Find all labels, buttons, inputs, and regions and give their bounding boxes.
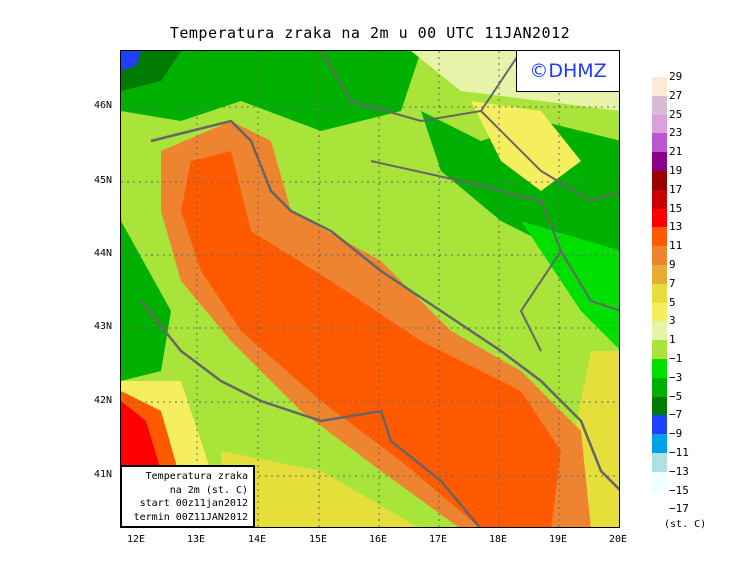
legend-label: −13 [669, 464, 689, 478]
legend-label: 1 [669, 333, 676, 347]
lon-label: 16E [368, 534, 388, 545]
legend-color-bin [652, 340, 667, 360]
legend-color-bin [652, 377, 667, 397]
legend-label: −5 [669, 389, 683, 403]
legend-label: −17 [669, 502, 689, 516]
lon-label: 17E [428, 534, 448, 545]
lat-label: 46N [94, 100, 113, 111]
legend-color-bin [652, 152, 667, 172]
lon-label: 19E [548, 534, 568, 545]
legend-color-bin [652, 265, 667, 284]
legend-label: −11 [669, 446, 689, 459]
legend-color-bin [652, 133, 667, 153]
info-line: Temperatura zraka [145, 471, 248, 482]
legend-label: 19 [669, 164, 683, 177]
lon-label: 13E [186, 534, 206, 545]
legend-label: 15 [669, 201, 683, 215]
legend-color-bin [652, 171, 667, 190]
lat-label: 45N [94, 175, 113, 186]
legend-color-bin [652, 95, 667, 115]
legend-color-bin [652, 77, 667, 96]
legend-color-bin [652, 396, 667, 416]
legend-label: −15 [669, 483, 689, 497]
legend-label: 21 [669, 145, 683, 159]
legend-label: 5 [669, 295, 676, 309]
lon-label: 15E [308, 534, 328, 545]
legend-label: 13 [669, 220, 683, 234]
legend-color-bin [652, 471, 667, 491]
legend-color-bin [652, 246, 667, 266]
legend-color-bin [652, 359, 667, 378]
lat-label: 43N [94, 321, 113, 332]
legend-label: 11 [669, 239, 683, 253]
legend-color-bin [652, 302, 667, 322]
info-line: termin 00Z11JAN2012 [133, 511, 248, 523]
legend-unit: (st. C) [664, 519, 707, 530]
legend-label: 25 [669, 107, 683, 121]
legend-label: −7 [669, 408, 683, 422]
legend-label: −1 [669, 352, 683, 365]
map-title: Temperatura zraka na 2m u 00 UTC 11JAN20… [169, 24, 571, 42]
lat-label: 41N [94, 469, 113, 480]
legend-label: 23 [669, 126, 683, 140]
legend-color-bin [652, 453, 667, 472]
legend-label: 7 [669, 276, 676, 290]
legend-label: 9 [669, 258, 676, 271]
legend-label: −3 [669, 370, 683, 384]
legend-color-bin [652, 415, 667, 435]
lat-label: 44N [94, 248, 113, 259]
legend-color-bin [652, 321, 667, 341]
legend-color-bin [652, 434, 667, 454]
dhmz-logo: ©DHMZ [516, 50, 620, 92]
lat-label: 42N [94, 395, 113, 406]
info-line: na 2m (st. C) [169, 484, 248, 496]
lon-label: 12E [126, 534, 146, 545]
lon-label: 14E [247, 534, 267, 545]
info-box: Temperatura zraka na 2m (st. C) start 00… [120, 465, 255, 528]
temperature-field [121, 51, 619, 527]
legend-color-bin [652, 189, 667, 209]
legend-label: 17 [669, 182, 683, 196]
temperature-map [120, 50, 620, 528]
legend-color-bin [652, 114, 667, 134]
legend-color-bin [652, 208, 667, 228]
info-line: start 00z11jan2012 [139, 498, 248, 509]
legend-label: −9 [669, 427, 683, 441]
lon-label: 20E [608, 534, 628, 545]
lon-label: 18E [488, 534, 508, 545]
legend-label: 3 [669, 314, 676, 328]
legend-color-bin [652, 227, 667, 247]
legend-label: 27 [669, 88, 683, 102]
legend-color-bin [652, 283, 667, 303]
legend-label: 29 [669, 70, 683, 83]
